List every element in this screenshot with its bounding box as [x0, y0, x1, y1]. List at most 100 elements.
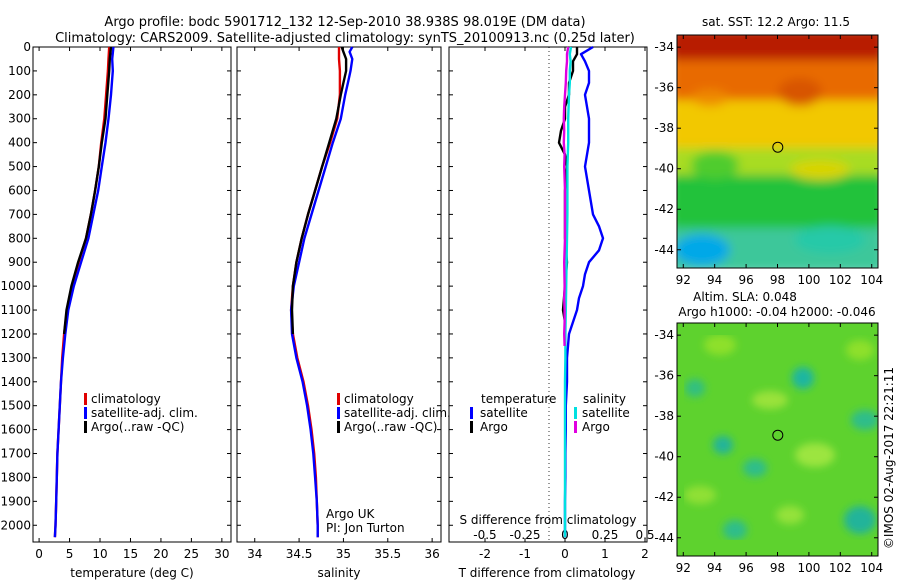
x-tick-label: 30 [214, 547, 229, 561]
difference-depth-ticks [449, 46, 647, 526]
sla-patch [844, 506, 876, 534]
lon-tick-label: 104 [860, 561, 883, 575]
series-line-climatology [289, 47, 342, 538]
series-line-satellite-adj-clim- [53, 46, 115, 538]
sla-patch [685, 379, 705, 397]
sla-map-panel: Altim. SLA: 0.048 Argo h1000: -0.04 h200… [654, 290, 883, 575]
sla-patch [792, 367, 814, 389]
sla-patch [723, 520, 747, 540]
temperature-series [53, 46, 115, 538]
x-tick-label: 34.5 [286, 547, 313, 561]
salinity-depth-ticks [237, 46, 441, 526]
lon-tick-label: 102 [829, 561, 852, 575]
series-line-climatology [53, 46, 111, 538]
sst-profile-location-marker [772, 141, 784, 153]
legend-swatch-s-argo [574, 421, 577, 433]
depth-tick-label: 1400 [0, 375, 31, 389]
sst-map-title: sat. SST: 12.2 Argo: 11.5 [702, 15, 850, 29]
lon-tick-label: 98 [770, 561, 785, 575]
depth-tick-label: 200 [8, 88, 31, 102]
sla-patch [851, 410, 878, 430]
x-tick-label: 35 [336, 547, 351, 561]
x-tick-label: 2 [641, 547, 649, 561]
sst-band-yellow [677, 100, 878, 155]
depth-tick-label: 0 [23, 40, 31, 54]
sst-teal-patch [794, 226, 866, 254]
series-line-t-satellite [563, 45, 605, 538]
x-tick-label: 0 [561, 547, 569, 561]
lat-tick-label: -44 [654, 531, 674, 545]
sla-field [677, 323, 878, 556]
legend-swatch-t-satellite [470, 407, 473, 419]
lat-tick-label: -34 [654, 328, 674, 342]
x-tick-label: 36 [424, 547, 439, 561]
sla-map-title-line1: Altim. SLA: 0.048 [693, 290, 797, 304]
sst-field [677, 35, 878, 268]
figure-title-line1: Argo profile: bodc 5901712_132 12-Sep-20… [104, 15, 585, 30]
figure-title-line2: Climatology: CARS2009. Satellite-adjuste… [55, 31, 635, 46]
sla-lon-ticks: 92 94 96 98 100 102 104 [676, 323, 883, 575]
imos-credit: ©IMOS 02-Aug-2017 22:21:11 [882, 367, 896, 549]
depth-axis-ticks: 0 100 200 300 400 500 600 700 800 900 1000 1100 1200… [0, 40, 231, 532]
depth-tick-label: 2000 [0, 518, 31, 532]
series-line-s-argo [562, 46, 570, 346]
sla-patch [752, 391, 788, 409]
depth-tick-label: 1200 [0, 327, 31, 341]
sst-map-panel: sat. SST: 12.2 Argo: 11.5 -34 -36 -38 -40 -4… [654, 15, 883, 287]
sla-patch [776, 506, 804, 524]
depth-tick-label: 600 [8, 183, 31, 197]
legend-swatch-argo [84, 421, 87, 433]
t-difference-ticks: -2 -1 0 1 2 [479, 47, 649, 561]
temperature-legend: climatology satellite-adj. clim. Argo(..… [84, 392, 198, 434]
depth-tick-label: 1500 [0, 399, 31, 413]
depth-tick-label: 500 [8, 160, 31, 174]
salinity-axis-ticks: 34 34.5 35 35.5 36 [247, 47, 440, 561]
legend-label-s-argo: Argo [582, 420, 610, 434]
depth-tick-label: 1600 [0, 423, 31, 437]
lat-tick-label: -40 [654, 162, 674, 176]
depth-tick-label: 900 [8, 255, 31, 269]
legend-heading-temperature: temperature [481, 392, 556, 406]
legend-swatch-t-argo [470, 421, 473, 433]
x-tick-label: -1 [519, 547, 531, 561]
lon-tick-label: 94 [707, 273, 722, 287]
lon-tick-label: 100 [797, 561, 820, 575]
sla-patch [704, 335, 736, 355]
x-tick-label: 1 [601, 547, 609, 561]
legend-label-satellite: satellite-adj. clim. [91, 406, 198, 420]
lon-tick-label: 104 [860, 273, 883, 287]
lat-tick-label: -36 [654, 81, 674, 95]
lon-tick-label: 102 [829, 273, 852, 287]
sst-lat-ticks: -34 -36 -38 -40 -42 -44 [654, 40, 878, 257]
lon-tick-label: 96 [738, 561, 753, 575]
x-tick-label: 25 [184, 547, 199, 561]
depth-tick-label: 700 [8, 207, 31, 221]
lon-tick-label: 98 [770, 273, 785, 287]
s-difference-tick-label: 0.5 [635, 528, 654, 542]
series-line-argo-raw-qc- [62, 46, 113, 335]
sla-patch [684, 486, 716, 504]
sla-patch [795, 443, 835, 467]
s-difference-tick-label: 0.25 [592, 528, 619, 542]
lat-tick-label: -36 [654, 369, 674, 383]
x-tick-label: 20 [153, 547, 168, 561]
lon-tick-label: 92 [676, 273, 691, 287]
depth-tick-label: 1900 [0, 494, 31, 508]
legend-label-climatology: climatology [344, 392, 414, 406]
difference-legend: temperature satellite Argo salinity sate… [470, 392, 630, 434]
argo-uk-credit: Argo UK [326, 507, 375, 521]
difference-series [557, 45, 605, 538]
legend-swatch-satellite [337, 407, 340, 419]
sla-patch [713, 436, 733, 454]
lat-tick-label: -40 [654, 450, 674, 464]
legend-label-climatology: climatology [91, 392, 161, 406]
lon-tick-label: 96 [738, 273, 753, 287]
temperature-plot-frame [32, 46, 232, 543]
depth-tick-label: 300 [8, 112, 31, 126]
depth-tick-label: 400 [8, 136, 31, 150]
depth-tick-label: 100 [8, 64, 31, 78]
salinity-axis-label: salinity [317, 566, 360, 580]
salinity-legend: climatology satellite-adj. clim. Argo(..… [337, 392, 451, 434]
lat-tick-label: -34 [654, 40, 674, 54]
